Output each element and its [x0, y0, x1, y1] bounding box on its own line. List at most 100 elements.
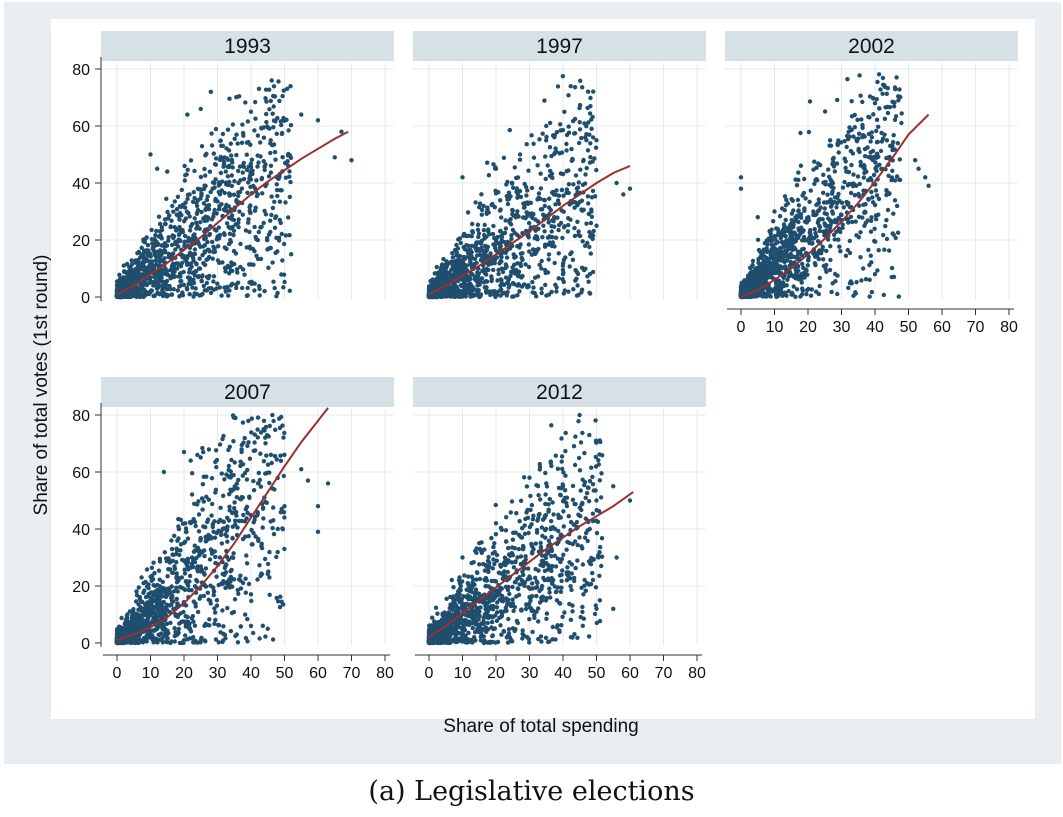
data-point: [230, 122, 236, 127]
data-point: [570, 157, 575, 162]
data-point: [434, 276, 439, 282]
data-point: [231, 232, 236, 238]
data-point: [232, 597, 238, 602]
data-point: [268, 218, 273, 223]
data-point: [844, 144, 849, 150]
data-point: [201, 261, 206, 266]
data-point: [497, 229, 503, 234]
data-point: [621, 192, 626, 197]
data-point: [142, 289, 147, 295]
data-point: [216, 225, 221, 230]
data-point: [252, 249, 257, 254]
data-point: [315, 118, 321, 123]
data-point: [210, 180, 216, 185]
data-point: [137, 267, 142, 272]
data-point: [823, 266, 828, 272]
data-point: [492, 260, 497, 266]
data-point: [475, 222, 481, 227]
data-point: [185, 196, 190, 202]
data-point: [852, 112, 857, 118]
data-point: [263, 634, 268, 639]
data-point: [266, 174, 272, 179]
data-point: [268, 98, 273, 104]
data-point: [288, 123, 294, 128]
data-point: [557, 222, 562, 228]
data-point: [486, 267, 491, 273]
data-point: [502, 230, 508, 236]
data-point: [259, 571, 264, 576]
data-point: [227, 288, 232, 293]
data-point: [488, 251, 493, 256]
data-point: [452, 272, 458, 278]
data-point: [261, 220, 266, 226]
data-point: [531, 141, 536, 146]
data-point: [171, 263, 176, 269]
data-point: [286, 215, 291, 220]
data-point: [816, 217, 821, 222]
data-point: [800, 261, 805, 267]
data-point: [778, 248, 784, 253]
data-point: [241, 512, 246, 518]
data-point: [200, 291, 205, 297]
data-point: [245, 467, 250, 473]
data-point: [738, 186, 744, 191]
data-point: [282, 279, 287, 285]
data-point: [517, 152, 523, 157]
data-point: [263, 87, 269, 92]
data-point: [134, 258, 139, 263]
data-point: [798, 215, 804, 220]
data-point: [756, 260, 761, 265]
data-point: [526, 220, 532, 226]
data-point: [788, 241, 793, 246]
data-point: [288, 179, 293, 185]
data-point: [172, 626, 177, 631]
data-point: [788, 259, 793, 265]
data-point: [926, 183, 931, 189]
data-point: [872, 202, 878, 208]
data-point: [269, 78, 274, 83]
data-point: [267, 107, 272, 112]
data-point: [475, 274, 481, 279]
data-point: [184, 172, 189, 177]
data-point: [256, 229, 261, 235]
data-point: [577, 127, 583, 132]
data-point: [205, 194, 210, 199]
data-point: [573, 173, 579, 178]
data-point: [166, 293, 171, 298]
data-point: [253, 99, 258, 105]
data-point: [790, 254, 796, 259]
data-point: [569, 250, 574, 255]
x-tick-label: 50: [900, 319, 918, 336]
data-point: [280, 527, 285, 532]
data-point: [479, 192, 484, 197]
data-point: [742, 287, 748, 292]
data-point: [503, 275, 509, 280]
data-point: [791, 284, 796, 289]
data-point: [213, 554, 218, 560]
data-point: [281, 435, 286, 440]
data-point: [256, 160, 261, 165]
data-point: [190, 471, 195, 476]
data-point: [776, 278, 782, 283]
data-point: [536, 195, 541, 200]
data-point: [176, 626, 181, 632]
data-point: [268, 229, 273, 235]
data-point: [823, 182, 828, 187]
data-point: [454, 242, 459, 248]
data-point: [806, 129, 812, 135]
data-point: [175, 288, 180, 293]
data-point: [140, 263, 145, 268]
data-point: [526, 264, 532, 270]
data-point: [576, 180, 581, 185]
data-point: [831, 164, 837, 169]
data-point: [264, 99, 269, 104]
data-point: [224, 221, 230, 226]
data-point: [121, 263, 126, 268]
data-point: [246, 180, 251, 185]
data-point: [271, 531, 277, 537]
data-point: [243, 228, 249, 233]
data-point: [876, 212, 881, 217]
data-point: [441, 288, 446, 293]
data-point: [501, 155, 507, 160]
data-point: [243, 100, 248, 105]
